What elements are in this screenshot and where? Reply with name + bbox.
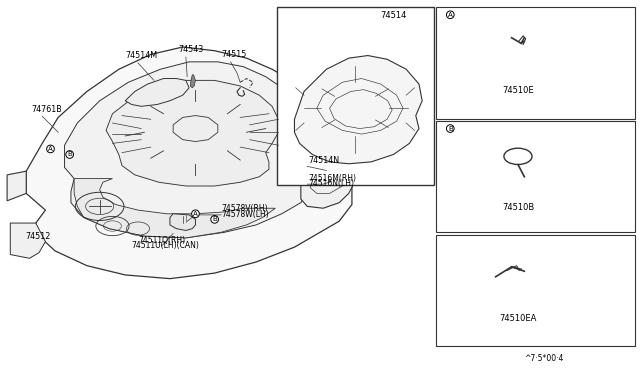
- Text: 74516M(RH): 74516M(RH): [308, 174, 356, 183]
- Polygon shape: [125, 78, 189, 106]
- Text: B: B: [212, 217, 217, 222]
- Text: 74510EA: 74510EA: [499, 314, 537, 323]
- Text: A: A: [48, 146, 53, 152]
- Polygon shape: [74, 179, 275, 238]
- Text: 74511Q(RH): 74511Q(RH): [138, 235, 185, 244]
- Text: 74543: 74543: [178, 45, 204, 54]
- Text: 74510B: 74510B: [502, 203, 534, 212]
- Text: A: A: [193, 211, 198, 217]
- Text: 74578W(LH): 74578W(LH): [221, 209, 269, 219]
- Text: 74514: 74514: [381, 11, 407, 20]
- Polygon shape: [10, 223, 45, 258]
- Text: B: B: [67, 151, 72, 157]
- Polygon shape: [7, 171, 26, 201]
- Polygon shape: [190, 75, 195, 88]
- Polygon shape: [65, 62, 314, 238]
- Polygon shape: [26, 47, 352, 279]
- Bar: [436, 7, 636, 119]
- Text: 74516N(LH): 74516N(LH): [308, 179, 354, 188]
- Text: 74514N: 74514N: [308, 155, 340, 164]
- Text: ^7·5*00·4: ^7·5*00·4: [524, 354, 564, 363]
- Polygon shape: [301, 149, 358, 208]
- Text: A: A: [448, 12, 452, 18]
- Text: 74515: 74515: [221, 50, 246, 59]
- Bar: [436, 235, 636, 346]
- Polygon shape: [294, 55, 422, 164]
- Text: 74510E: 74510E: [502, 86, 534, 95]
- Text: 74761B: 74761B: [31, 105, 62, 114]
- Text: 74578V(RH): 74578V(RH): [221, 205, 268, 214]
- Polygon shape: [170, 214, 195, 231]
- Text: 74512: 74512: [25, 232, 51, 241]
- Text: 74514M: 74514M: [125, 51, 157, 60]
- Bar: [436, 121, 636, 232]
- Polygon shape: [106, 80, 278, 186]
- Bar: [276, 7, 434, 185]
- Text: 74511U(LH)(CAN): 74511U(LH)(CAN): [132, 241, 200, 250]
- Text: B: B: [448, 126, 452, 132]
